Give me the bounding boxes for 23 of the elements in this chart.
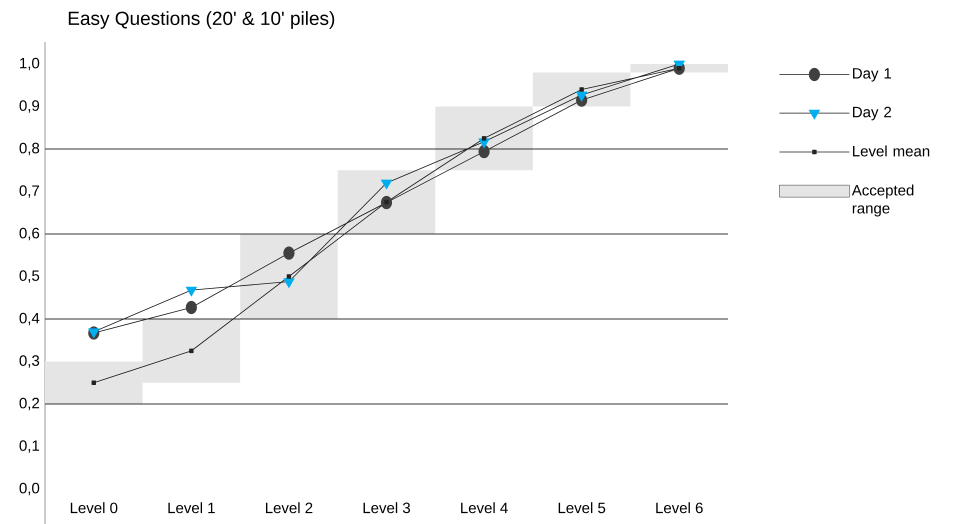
y-tick-label: 0,3 bbox=[20, 355, 40, 368]
x-tick-label: Level 4 bbox=[461, 502, 508, 514]
x-tick-label: Level 3 bbox=[364, 502, 410, 514]
y-tick-label: 0,5 bbox=[20, 270, 40, 283]
y-tick-label: 0,4 bbox=[20, 312, 40, 326]
legend-label: Accepted range bbox=[852, 184, 914, 217]
x-tick-label: Level 1 bbox=[168, 502, 215, 514]
x-tick-label: Level 0 bbox=[70, 502, 118, 514]
y-tick-label: 0,9 bbox=[20, 100, 40, 113]
legend-label: Day 2 bbox=[853, 106, 892, 120]
x-tick-label: Level 6 bbox=[656, 502, 703, 514]
x-tick-label: Level 5 bbox=[558, 502, 606, 514]
y-tick-label: 0,6 bbox=[20, 228, 40, 240]
x-tick-label: Level 2 bbox=[266, 502, 312, 514]
legend-label: Level mean bbox=[853, 145, 930, 156]
y-tick-label: 1,0 bbox=[20, 58, 40, 70]
y-tick-label: 0,1 bbox=[20, 440, 40, 453]
y-tick-label: 0,2 bbox=[20, 398, 40, 410]
chart-title: Easy Questions (20' & 10' piles) bbox=[68, 11, 334, 29]
legend-label: Day 1 bbox=[853, 68, 892, 82]
y-tick-label: 0,0 bbox=[20, 482, 40, 496]
y-tick-label: 0,7 bbox=[20, 185, 40, 198]
y-tick-label: 0,8 bbox=[20, 142, 40, 156]
